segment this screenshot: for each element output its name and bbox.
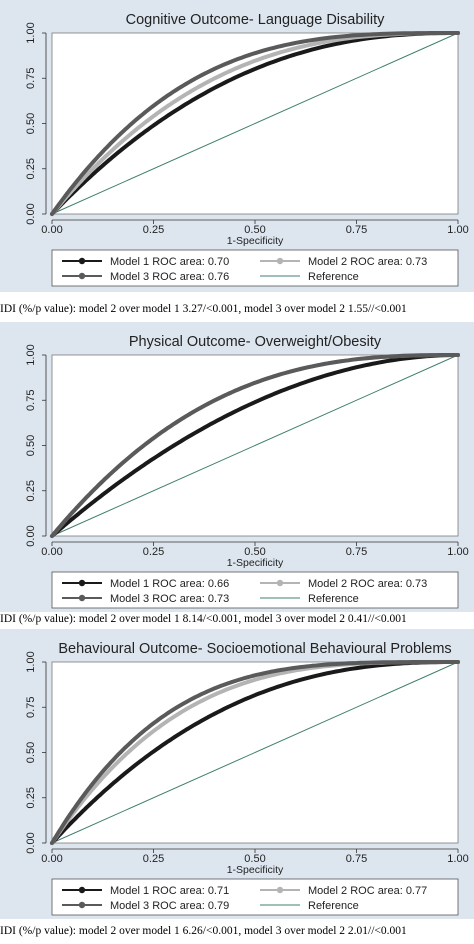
y-tick-label: 1.00: [25, 344, 37, 365]
x-tick-label: 0.50: [244, 224, 265, 236]
legend: Model 1 ROC area: 0.70 Model 2 ROC area: …: [51, 249, 459, 287]
series-model-3-line: [50, 31, 460, 216]
y-tick-label: 0.00: [25, 525, 37, 546]
x-axis-label: 1-Specificity: [227, 235, 284, 247]
legend-box: [51, 878, 459, 916]
legend-swatch-marker: [78, 579, 86, 587]
y-tick-label: 0.25: [25, 787, 37, 808]
legend-swatch-marker: [78, 886, 86, 894]
x-tick-label: 0.75: [346, 224, 367, 236]
legend-swatch-marker: [78, 272, 86, 280]
legend-label: Reference: [308, 271, 359, 283]
panel-behavioural: Behavioural Outcome- Socioemotional Beha…: [0, 629, 474, 919]
x-tick-label: 0.75: [346, 853, 367, 865]
legend-swatch-marker: [78, 901, 86, 909]
legend-label: Reference: [308, 593, 359, 605]
x-axis-label: 1-Specificity: [227, 864, 284, 876]
x-tick-label: 0.50: [244, 546, 265, 558]
series-model-1-line: [50, 660, 460, 845]
panel-cognitive: Cognitive Outcome- Language Disability 0.…: [0, 0, 474, 298]
legend-label: Model 1 ROC area: 0.70: [110, 256, 229, 268]
x-tick-label: 0.00: [41, 224, 62, 236]
x-tick-label: 1.00: [447, 853, 468, 865]
legend-label: Model 2 ROC area: 0.73: [308, 578, 427, 590]
legend-label: Model 3 ROC area: 0.79: [110, 900, 229, 912]
legend-box: [51, 571, 459, 609]
series-model-2-line: [50, 31, 460, 216]
series-model-3-line: [50, 353, 460, 538]
legend: Model 1 ROC area: 0.66 Model 2 ROC area: …: [51, 571, 459, 609]
y-tick-label: 0.25: [25, 158, 37, 179]
legend-label: Reference: [308, 900, 359, 912]
series-model-1-line: [50, 353, 460, 538]
x-axis-label: 1-Specificity: [227, 557, 284, 569]
panel-physical: Physical Outcome- Overweight/Obesity 0.00…: [0, 322, 474, 612]
x-tick-label: 0.00: [41, 853, 62, 865]
series-model-1-line: [50, 31, 460, 216]
y-tick-label: 0.75: [25, 68, 37, 89]
legend-swatch-marker: [276, 257, 284, 265]
series-model-3-line: [50, 660, 460, 845]
x-tick-label: 0.00: [41, 546, 62, 558]
y-tick-label: 0.50: [25, 113, 37, 134]
legend-label: Model 3 ROC area: 0.73: [110, 593, 229, 605]
chart-title: Behavioural Outcome- Socioemotional Beha…: [58, 641, 451, 657]
legend-swatch-marker: [78, 257, 86, 265]
series-reference-line: [51, 354, 459, 537]
x-tick-label: 0.25: [143, 853, 164, 865]
x-tick-label: 1.00: [447, 546, 468, 558]
legend-label: Model 2 ROC area: 0.77: [308, 885, 427, 897]
y-tick-label: 0.50: [25, 435, 37, 456]
series-reference-line: [51, 661, 459, 844]
legend-label: Model 2 ROC area: 0.73: [308, 256, 427, 268]
idi-footnote-cognitive: IDI (%/p value): model 2 over model 1 3.…: [0, 303, 407, 315]
y-tick-label: 1.00: [25, 651, 37, 672]
y-tick-label: 0.00: [25, 203, 37, 224]
legend-swatch-marker: [276, 886, 284, 894]
chart-behavioural: Behavioural Outcome- Socioemotional Beha…: [0, 629, 474, 919]
idi-footnote-physical: IDI (%/p value): model 2 over model 1 8.…: [0, 613, 407, 625]
idi-footnote-behavioural: IDI (%/p value): model 2 over model 1 6.…: [0, 925, 407, 937]
chart-physical: Physical Outcome- Overweight/Obesity 0.00…: [0, 322, 474, 612]
legend: Model 1 ROC area: 0.71 Model 2 ROC area: …: [51, 878, 459, 916]
x-tick-label: 0.25: [143, 546, 164, 558]
legend-swatch-marker: [78, 594, 86, 602]
x-tick-label: 0.75: [346, 546, 367, 558]
legend-swatch-marker: [276, 579, 284, 587]
y-tick-label: 0.75: [25, 697, 37, 718]
legend-label: Model 1 ROC area: 0.66: [110, 578, 229, 590]
y-tick-label: 0.50: [25, 742, 37, 763]
y-tick-label: 0.00: [25, 832, 37, 853]
chart-cognitive: Cognitive Outcome- Language Disability 0.…: [0, 0, 474, 292]
legend-label: Model 1 ROC area: 0.71: [110, 885, 229, 897]
chart-title: Physical Outcome- Overweight/Obesity: [129, 334, 382, 350]
legend-box: [51, 249, 459, 287]
y-tick-label: 1.00: [25, 22, 37, 43]
x-tick-label: 1.00: [447, 224, 468, 236]
x-tick-label: 0.50: [244, 853, 265, 865]
chart-title: Cognitive Outcome- Language Disability: [126, 12, 385, 28]
y-tick-label: 0.25: [25, 480, 37, 501]
legend-label: Model 3 ROC area: 0.76: [110, 271, 229, 283]
series-reference-line: [51, 32, 459, 215]
x-tick-label: 0.25: [143, 224, 164, 236]
y-tick-label: 0.75: [25, 390, 37, 411]
